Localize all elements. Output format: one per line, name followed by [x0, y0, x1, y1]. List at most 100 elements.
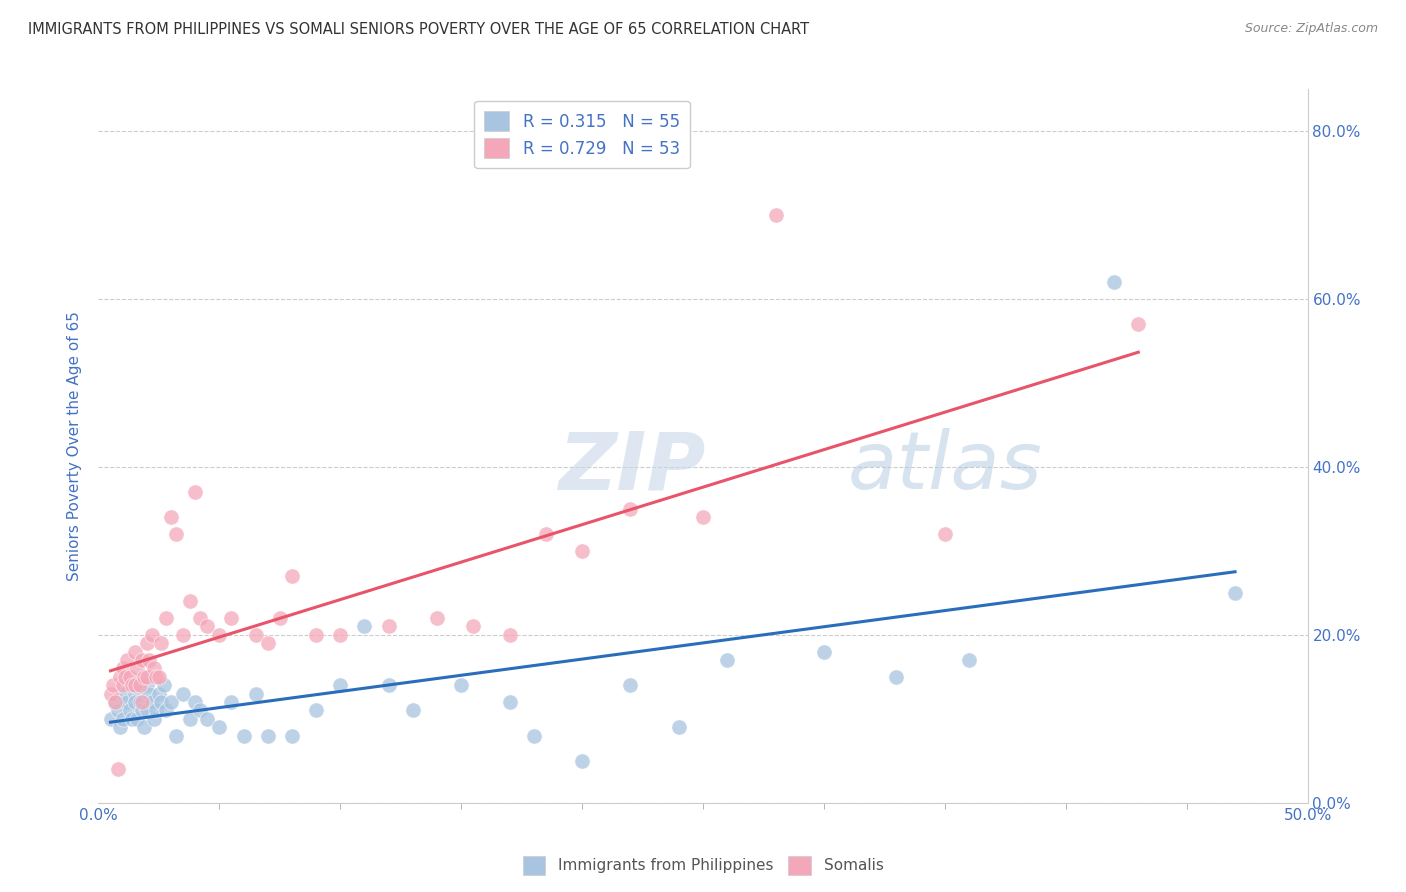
Point — [281, 729, 304, 743]
Point — [165, 729, 187, 743]
Point — [160, 695, 183, 709]
Point — [329, 678, 352, 692]
Point — [135, 703, 157, 717]
Text: Source: ZipAtlas.com: Source: ZipAtlas.com — [1244, 22, 1378, 36]
Point — [111, 661, 134, 675]
Text: IMMIGRANTS FROM PHILIPPINES VS SOMALI SENIORS POVERTY OVER THE AGE OF 65 CORRELA: IMMIGRANTS FROM PHILIPPINES VS SOMALI SE… — [28, 22, 810, 37]
Point — [101, 678, 124, 692]
Point — [463, 619, 485, 633]
Point — [571, 754, 593, 768]
Point — [269, 611, 291, 625]
Point — [450, 678, 472, 692]
Point — [498, 628, 520, 642]
Point — [104, 695, 127, 709]
Point — [124, 645, 146, 659]
Point — [124, 695, 146, 709]
Point — [172, 628, 194, 642]
Point — [124, 678, 146, 692]
Point — [118, 670, 141, 684]
Point — [135, 678, 157, 692]
Point — [305, 703, 328, 717]
Point — [934, 527, 956, 541]
Point — [668, 720, 690, 734]
Point — [141, 695, 163, 709]
Point — [148, 670, 170, 684]
Point — [1223, 586, 1246, 600]
Point — [138, 687, 160, 701]
Point — [377, 619, 399, 633]
Point — [128, 678, 150, 692]
Point — [155, 703, 177, 717]
Point — [135, 636, 157, 650]
Point — [121, 712, 143, 726]
Point — [114, 670, 136, 684]
Point — [886, 670, 908, 684]
Y-axis label: Seniors Poverty Over the Age of 65: Seniors Poverty Over the Age of 65 — [67, 311, 83, 581]
Point — [179, 594, 201, 608]
Point — [143, 661, 166, 675]
Point — [143, 712, 166, 726]
Point — [245, 687, 267, 701]
Point — [150, 695, 173, 709]
Point — [118, 703, 141, 717]
Point — [184, 695, 207, 709]
Point — [141, 628, 163, 642]
Point — [188, 611, 211, 625]
Point — [172, 687, 194, 701]
Point — [305, 628, 328, 642]
Text: atlas: atlas — [848, 428, 1043, 507]
Point — [127, 661, 149, 675]
Point — [571, 544, 593, 558]
Point — [498, 695, 520, 709]
Point — [138, 653, 160, 667]
Point — [188, 703, 211, 717]
Point — [117, 653, 139, 667]
Point — [256, 729, 278, 743]
Point — [426, 611, 449, 625]
Point — [195, 712, 218, 726]
Point — [104, 695, 127, 709]
Point — [256, 636, 278, 650]
Point — [208, 720, 231, 734]
Point — [195, 619, 218, 633]
Point — [1102, 275, 1125, 289]
Point — [534, 527, 557, 541]
Point — [108, 670, 131, 684]
Point — [107, 762, 129, 776]
Point — [221, 695, 243, 709]
Point — [100, 687, 122, 701]
Point — [523, 729, 546, 743]
Point — [131, 695, 153, 709]
Point — [402, 703, 425, 717]
Point — [165, 527, 187, 541]
Text: ZIP: ZIP — [558, 428, 706, 507]
Point — [155, 611, 177, 625]
Point — [135, 670, 157, 684]
Point — [108, 720, 131, 734]
Point — [111, 687, 134, 701]
Point — [160, 510, 183, 524]
Point — [765, 208, 787, 222]
Point — [121, 678, 143, 692]
Point — [221, 611, 243, 625]
Point — [184, 485, 207, 500]
Point — [716, 653, 738, 667]
Point — [131, 703, 153, 717]
Point — [150, 636, 173, 650]
Point — [148, 687, 170, 701]
Point — [131, 653, 153, 667]
Point — [208, 628, 231, 642]
Point — [232, 729, 254, 743]
Point — [134, 670, 156, 684]
Point — [117, 695, 139, 709]
Point — [957, 653, 980, 667]
Point — [281, 569, 304, 583]
Point — [1128, 318, 1150, 332]
Point — [329, 628, 352, 642]
Point — [111, 712, 134, 726]
Point — [619, 502, 641, 516]
Point — [145, 670, 167, 684]
Point — [692, 510, 714, 524]
Point — [134, 720, 156, 734]
Point — [377, 678, 399, 692]
